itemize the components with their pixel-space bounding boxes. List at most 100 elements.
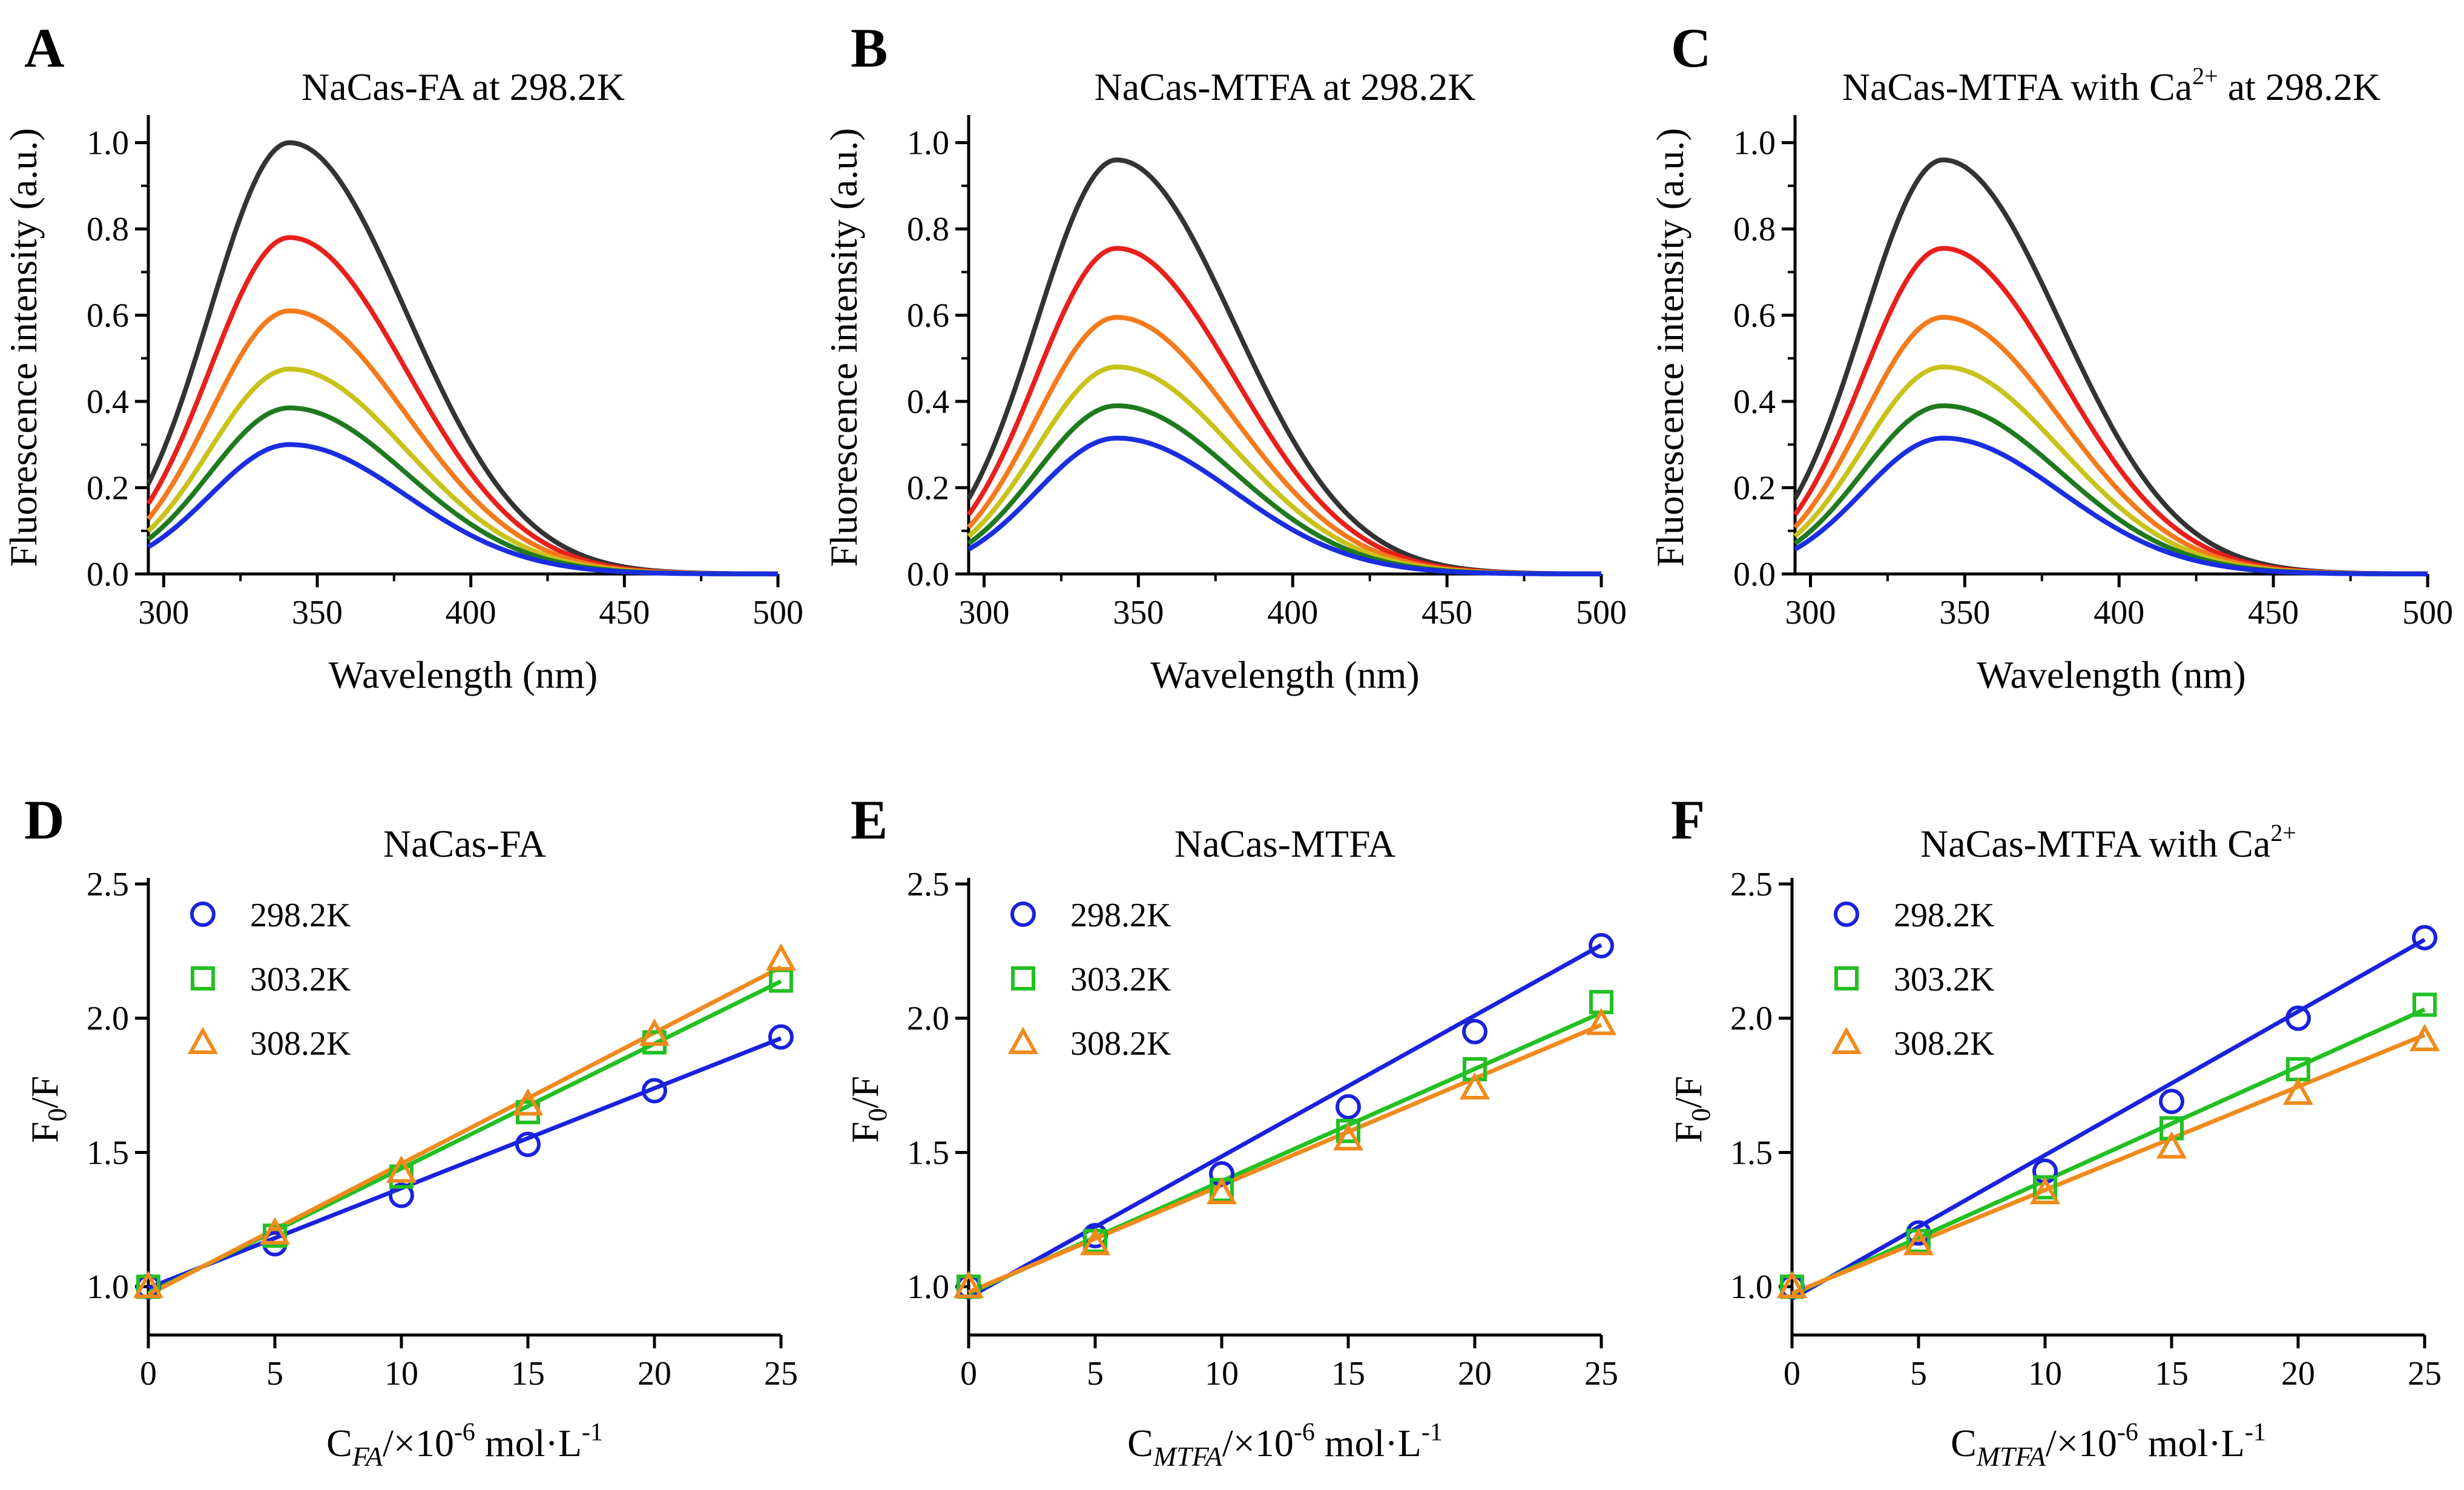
data-point (768, 1024, 794, 1050)
panel-title: NaCas-MTFA with Ca2+ (1920, 819, 2296, 865)
x-tick-label: 500 (2402, 594, 2453, 631)
spectrum-curve-4 (147, 366, 778, 576)
y-axis-label: Fluorescence intensity (a.u.) (2, 128, 45, 567)
spectrum-curve-3 (967, 315, 1601, 576)
legend-marker-triangle (1831, 1026, 1862, 1054)
x-axis-label: Wavelength (nm) (1977, 653, 2245, 696)
data-point (1209, 1161, 1234, 1187)
fit-line-308.2K (1791, 1033, 2426, 1296)
x-tick-label: 15 (2155, 1355, 2189, 1393)
series-308.2K (953, 1007, 1617, 1299)
x-tick-label: 15 (1331, 1355, 1365, 1393)
y-tick-label: 0.2 (87, 470, 129, 507)
x-tick-label: 25 (1584, 1355, 1618, 1393)
x-tick-label: 10 (1205, 1355, 1239, 1393)
data-point (765, 943, 797, 971)
panel-letter: E (851, 789, 888, 851)
data-point (133, 1271, 164, 1299)
y-tick-label: 0.8 (907, 211, 949, 248)
y-tick-label: 2.0 (907, 1000, 949, 1038)
y-tick-label: 0.2 (1733, 470, 1776, 507)
x-tick-label: 20 (637, 1355, 671, 1393)
fit-line-298.2K (1791, 937, 2426, 1301)
y-tick-label: 0.4 (1733, 383, 1776, 421)
x-tick-label: 450 (2248, 594, 2299, 631)
spectrum-curve-6 (967, 435, 1601, 576)
x-tick-label: 450 (1421, 594, 1472, 631)
y-tick-label: 2.0 (1730, 1000, 1773, 1038)
x-tick-label: 25 (2408, 1355, 2442, 1393)
panel-d: D NaCas-FA 0 5 10 15 20 25 1.0 1.5 2.0 2.5 CFA/×10-6… (23, 789, 798, 1472)
spectra-curves (966, 157, 1601, 576)
legend-marker-triangle (187, 1026, 219, 1054)
x-tick-label: 20 (2281, 1355, 2315, 1393)
data-point (2156, 1131, 2187, 1159)
spectrum-curve-4 (967, 364, 1601, 576)
x-tick-label: 300 (138, 594, 189, 631)
legend-label: 308.2K (250, 1025, 351, 1063)
panel-letter: F (1671, 789, 1705, 851)
y-tick-label: 0.0 (87, 556, 129, 593)
legend-marker-square (1834, 966, 1859, 991)
spectrum-curve-3 (1793, 315, 2428, 576)
legend-label: 298.2K (1070, 897, 1171, 934)
panel-e: E NaCas-MTFA 0 5 10 15 20 25 1.0 1.5 2.0 2.5 CMTFA/×… (843, 789, 1618, 1472)
legend: 298.2K 303.2K 308.2K (1831, 897, 1994, 1063)
y-tick-label: 1.0 (1733, 125, 1776, 162)
panel-a: A NaCas-FA at 298.2K 300 350 400 450 500 0.0 0.2… (2, 17, 803, 696)
x-tick-label: 5 (1910, 1355, 1927, 1393)
spectrum-curve-2 (146, 235, 778, 576)
legend-marker-square (191, 966, 215, 991)
data-point (512, 1088, 544, 1116)
data-point (1206, 1176, 1237, 1204)
fit-line-308.2K (967, 1023, 1603, 1294)
panel-letter: C (1671, 17, 1711, 79)
y-tick-label: 2.5 (1730, 866, 1773, 903)
x-tick-label: 300 (1785, 594, 1836, 631)
x-tick-label: 20 (1458, 1355, 1492, 1393)
x-axis-label: CMTFA/×10-6 mol·L-1 (1951, 1419, 2266, 1472)
y-tick-label: 1.0 (1730, 1268, 1773, 1306)
data-point (1903, 1228, 1934, 1256)
panel-letter: A (24, 17, 64, 79)
x-tick-label: 450 (599, 594, 650, 631)
data-point (515, 1132, 541, 1158)
x-tick-label: 300 (958, 594, 1009, 631)
legend-label: 303.2K (1894, 961, 1994, 998)
y-tick-label: 0.4 (907, 383, 949, 421)
y-tick-label: 0.6 (87, 297, 129, 335)
y-axis-label: F0/F (843, 1076, 892, 1143)
data-point (639, 1018, 670, 1046)
series-303.2K (957, 990, 1613, 1299)
x-axis-label: Wavelength (nm) (1150, 653, 1419, 696)
x-tick-label: 10 (2028, 1355, 2062, 1393)
y-tick-label: 0.6 (907, 297, 949, 335)
panel-b: B NaCas-MTFA at 298.2K 300 350 400 450 500 0.0 0… (822, 17, 1627, 696)
series-308.2K (1776, 1024, 2440, 1299)
data-point (1079, 1228, 1111, 1256)
series-298.2K (1779, 925, 2437, 1300)
data-point (1336, 1094, 1361, 1120)
data-point (1586, 1007, 1617, 1035)
data-point (1336, 1118, 1360, 1143)
x-tick-label: 350 (292, 594, 343, 631)
panel-title: NaCas-MTFA (1174, 822, 1395, 865)
fit-line-298.2K (967, 943, 1603, 1299)
spectra-curves (146, 140, 778, 576)
x-tick-label: 0 (960, 1355, 977, 1393)
y-tick-label: 1.5 (1730, 1134, 1773, 1172)
data-point (389, 1182, 414, 1208)
legend-label: 298.2K (250, 897, 351, 934)
y-tick-label: 0.6 (1733, 297, 1776, 335)
y-tick-label: 1.0 (907, 1268, 949, 1306)
y-tick-label: 1.0 (87, 125, 129, 162)
x-tick-label: 10 (384, 1355, 418, 1393)
panel-title: NaCas-FA at 298.2K (301, 65, 625, 108)
fit-line-303.2K (1791, 1007, 2426, 1297)
legend-label: 308.2K (1070, 1025, 1171, 1063)
y-tick-label: 0.8 (1733, 211, 1776, 248)
data-point (953, 1271, 984, 1299)
x-tick-label: 350 (1939, 594, 1990, 631)
panel-letter: D (24, 789, 64, 851)
